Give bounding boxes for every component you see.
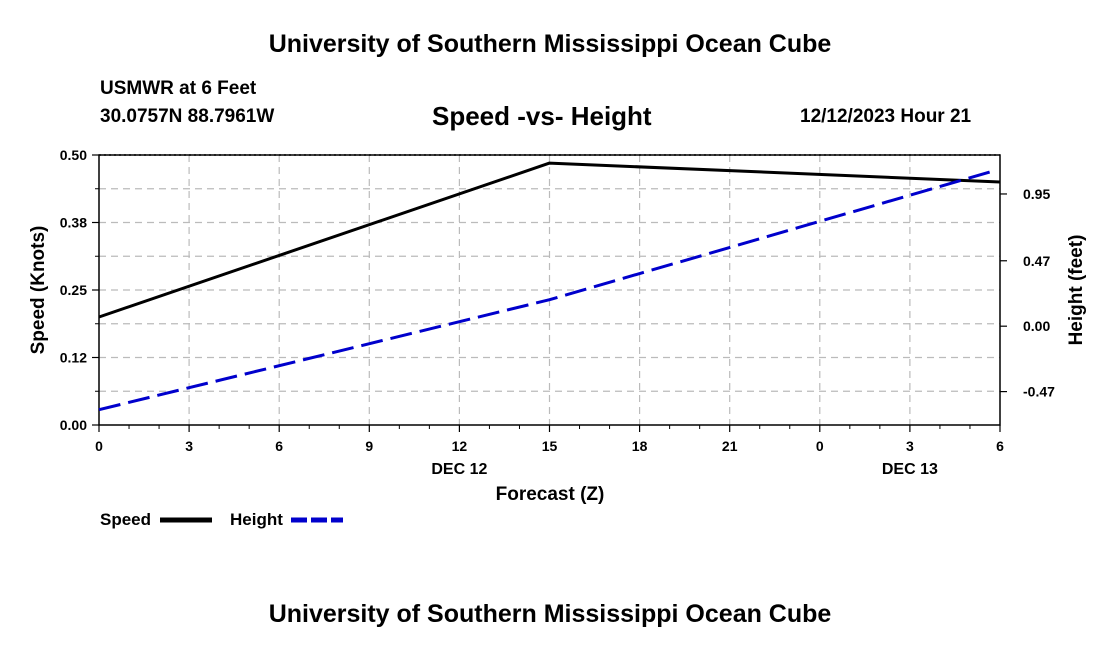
chart-title: Speed -vs- Height [432,101,652,131]
x-tick-label: 21 [722,438,738,454]
x-tick-label: 3 [185,438,193,454]
legend-label-speed: Speed [100,510,151,529]
legend: Speed Height [100,510,343,529]
speed-height-chart: 0 3 6 9 12 15 18 21 0 3 6 DEC 12 DEC 13 Forecast (Z) 0… [28,147,1087,529]
grid-lines [99,154,1000,425]
forecast-datetime: 12/12/2023 Hour 21 [800,106,972,127]
x-tick-label: 0 [95,438,103,454]
x-tick-label: 0 [816,438,824,454]
x-tick-label: 6 [996,438,1004,454]
x-date-label: DEC 13 [882,461,938,478]
y2-tick-label: 0.47 [1023,253,1050,269]
y2-tick-label: 0.95 [1023,186,1050,202]
station-label: USMWR at 6 Feet [100,78,257,99]
y-axis-title: Speed (Knots) [28,226,49,355]
x-axis-title: Forecast (Z) [496,484,605,505]
axis-ticks [92,154,1007,432]
legend-label-height: Height [230,510,283,529]
footer-title: University of Southern Mississippi Ocean… [268,600,832,628]
y2-axis-title: Height (feet) [1066,235,1087,346]
y-tick-label: 0.00 [60,417,87,433]
series-line-speed [98,161,1001,319]
x-tick-label: 12 [452,438,468,454]
x-date-label: DEC 12 [431,461,487,478]
y-tick-label: 0.50 [60,147,87,163]
x-tick-label: 9 [365,438,373,454]
y-tick-label: 0.38 [60,215,87,231]
x-tick-label: 6 [275,438,283,454]
series-line-height [98,170,992,412]
y-tick-label: 0.12 [60,350,87,366]
main-title: University of Southern Mississippi Ocean… [268,30,832,58]
station-coordinates: 30.0757N 88.7961W [100,106,275,127]
y-tick-label: 0.25 [60,282,87,298]
x-tick-label: 15 [542,438,558,454]
y2-tick-label: -0.47 [1023,384,1055,400]
x-tick-label: 18 [632,438,648,454]
axis-labels: 0 3 6 9 12 15 18 21 0 3 6 DEC 12 DEC 13 Forecast (Z) 0… [28,147,1087,505]
y2-tick-label: 0.00 [1023,318,1050,334]
series-lines [98,161,1001,412]
x-tick-label: 3 [906,438,914,454]
